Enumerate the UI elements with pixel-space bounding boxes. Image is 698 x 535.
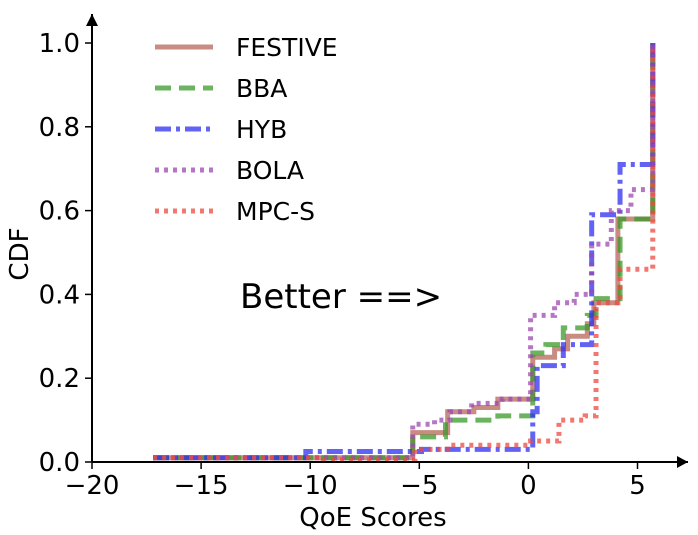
better-annotation: Better ==> <box>240 277 442 317</box>
x-axis-label: QoE Scores <box>299 503 446 533</box>
x-tick-label: −5 <box>400 471 438 501</box>
axes-layer <box>86 14 688 468</box>
y-axis-label: CDF <box>5 227 35 280</box>
legend-item: FESTIVE <box>155 33 338 62</box>
y-tick-label: 0.8 <box>39 113 80 143</box>
legend-item: BOLA <box>155 156 304 185</box>
y-axis-arrow <box>86 14 98 26</box>
series-line-hyb <box>153 43 656 461</box>
y-tick-label: 0.2 <box>39 364 80 394</box>
legend-item: HYB <box>155 115 287 144</box>
legend-item: MPC-S <box>155 197 315 226</box>
legend-item: BBA <box>155 74 287 103</box>
x-axis-arrow <box>677 456 688 468</box>
series-line-bba <box>153 43 656 461</box>
x-tick-label: −10 <box>283 471 338 501</box>
legend-label: BOLA <box>236 156 304 185</box>
series-line-mpc-s <box>153 43 656 463</box>
x-tick-label: 0 <box>520 471 537 501</box>
legend-label: MPC-S <box>236 197 315 226</box>
y-tick-label: 0.4 <box>39 280 80 310</box>
series-layer <box>153 43 656 463</box>
legend-label: BBA <box>236 74 287 103</box>
y-tick-label: 0.0 <box>39 448 80 478</box>
y-tick-label: 1.0 <box>39 29 80 59</box>
y-tick-label: 0.6 <box>39 197 80 227</box>
x-tick-label: −20 <box>65 471 120 501</box>
x-tick-label: −15 <box>174 471 229 501</box>
legend-label: HYB <box>236 115 287 144</box>
x-tick-label: 5 <box>629 471 646 501</box>
series-line-festive <box>153 43 656 461</box>
ticks-layer: −20 −15 −10 −5 0 5 0.0 0.2 0.4 0.6 0.8 1.0 <box>39 29 646 501</box>
legend: FESTIVE BBA HYB BOLA MPC-S <box>155 33 338 226</box>
legend-label: FESTIVE <box>236 33 338 62</box>
series-line-bola <box>153 43 656 461</box>
